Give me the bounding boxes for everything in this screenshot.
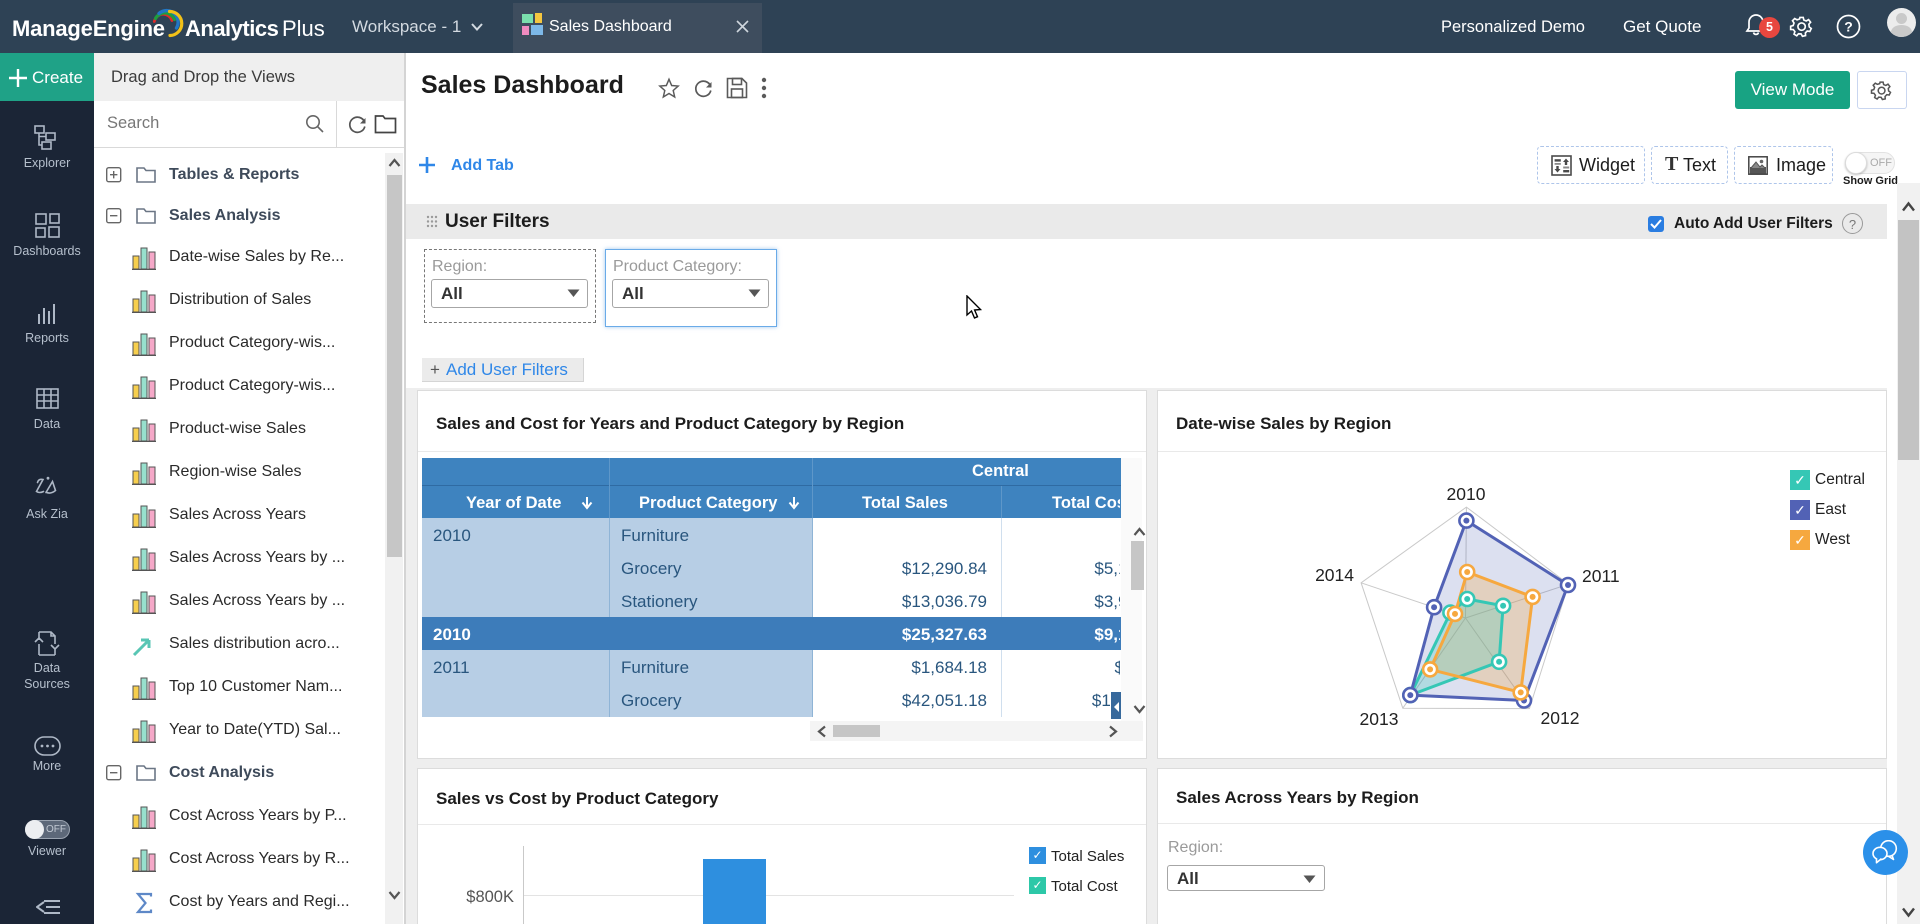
svg-text:2014: 2014	[1315, 565, 1354, 585]
svg-text:2013: 2013	[1360, 709, 1399, 729]
svg-text:2012: 2012	[1541, 708, 1580, 728]
svg-text:?: ?	[1844, 19, 1853, 35]
svg-text:2011: 2011	[1582, 566, 1620, 586]
svg-text:2010: 2010	[1447, 484, 1486, 504]
